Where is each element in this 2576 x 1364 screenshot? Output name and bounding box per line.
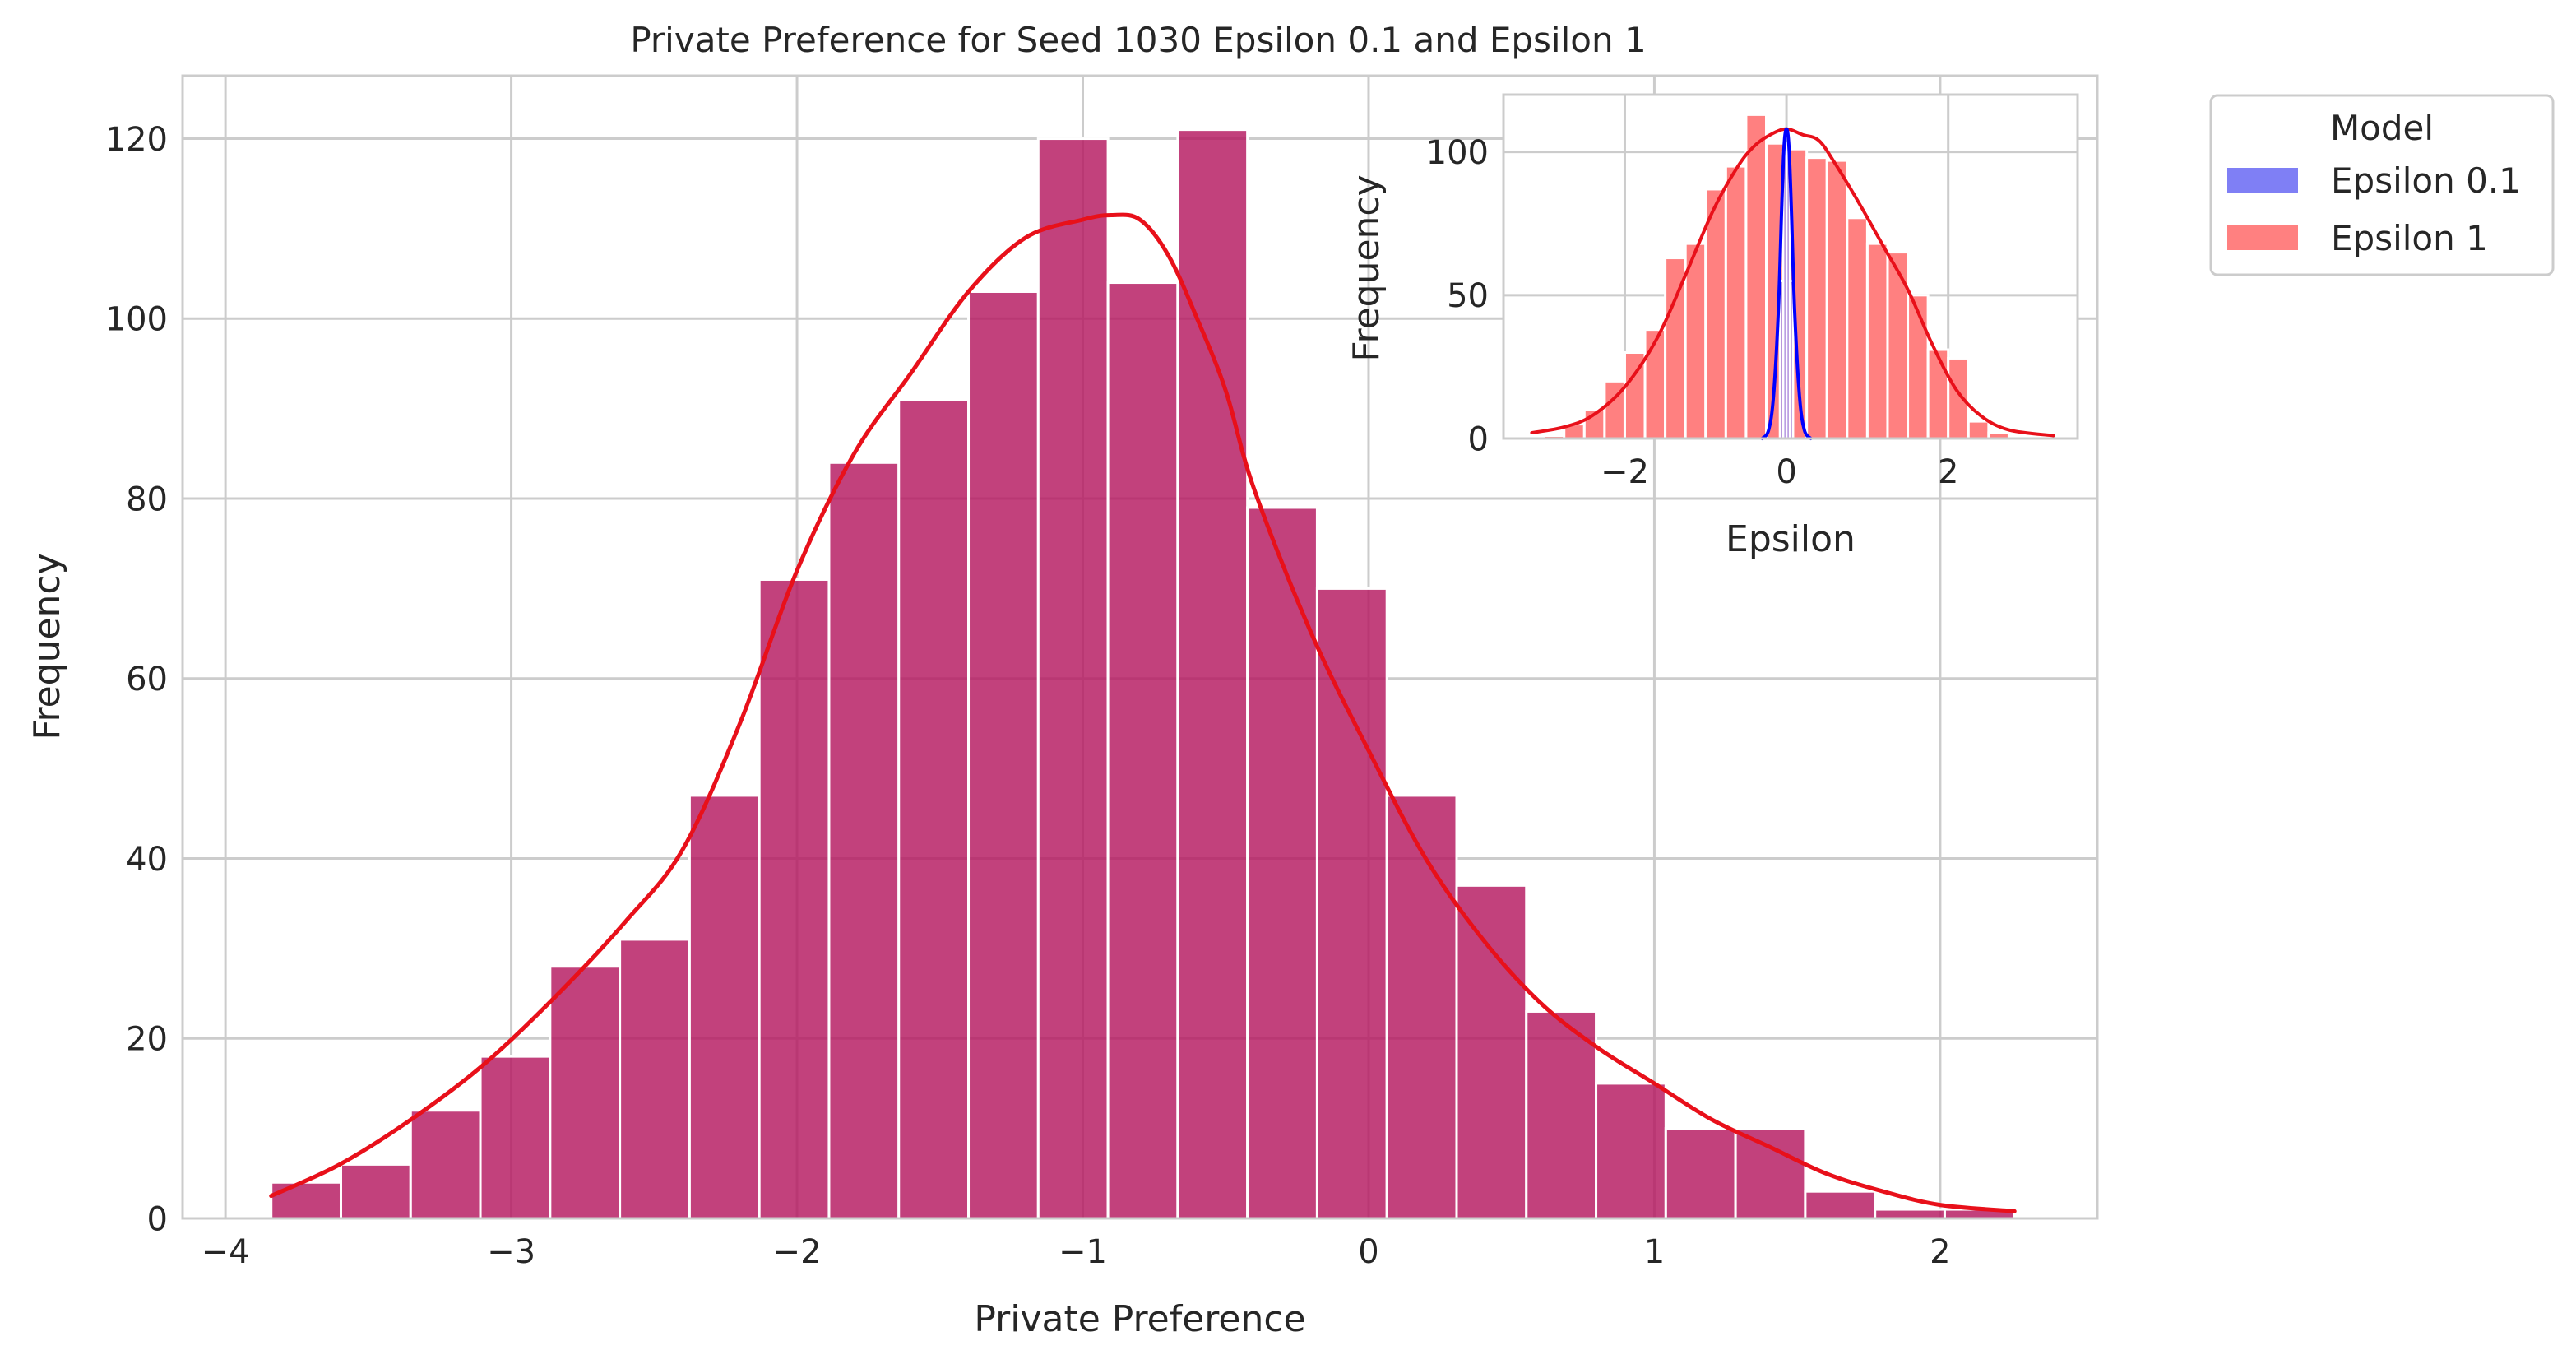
main-y-tick-label: 60 [126, 661, 168, 698]
inset-bar-epsilon-1 [1947, 356, 1970, 440]
kde-line [269, 212, 2017, 1213]
histogram-bar [1315, 587, 1388, 1220]
histogram-bar [1385, 794, 1458, 1220]
histogram-bar [688, 794, 761, 1220]
inset-bar-epsilon-1 [1865, 242, 1889, 440]
inset-bar-epsilon-1 [1724, 165, 1748, 440]
histogram-bar [897, 398, 971, 1220]
legend-title: Model [2330, 108, 2434, 148]
histogram-bar [1246, 506, 1318, 1220]
legend-swatch-epsilon-1 [2227, 225, 2298, 250]
main-y-tick-labels: 0 20 40 60 80 100 120 [105, 121, 168, 1238]
inset-kde-curves [1530, 127, 2055, 440]
inset-x-tick-label: −2 [1601, 453, 1649, 491]
main-x-axis-label: Private Preference [974, 1298, 1305, 1340]
inset-y-tick-labels: 0 50 100 [1426, 134, 1489, 458]
inset-x-tick-labels: −2 0 2 [1601, 453, 1958, 491]
main-x-tick-label: 1 [1644, 1233, 1665, 1271]
inset-bar-epsilon-1 [1926, 348, 1950, 440]
inset-bar-epsilon-1 [1907, 294, 1930, 440]
main-y-tick-label: 20 [126, 1021, 168, 1059]
inset-kde-epsilon-0-1 [1760, 127, 1813, 440]
histogram-bar [1734, 1127, 1807, 1220]
histogram-bar [1664, 1127, 1737, 1220]
legend-label-epsilon-1: Epsilon 1 [2331, 218, 2488, 258]
main-x-tick-label: −2 [773, 1233, 822, 1271]
main-y-tick-label: 80 [126, 480, 168, 518]
histogram-bar [339, 1162, 412, 1220]
inset-x-tick-label: 0 [1776, 453, 1796, 491]
main-x-tick-label: 0 [1358, 1233, 1378, 1271]
histogram-bar [1036, 137, 1110, 1220]
histogram-bar [1595, 1082, 1667, 1220]
main-y-tick-label: 0 [147, 1200, 168, 1238]
histogram-bar [827, 461, 901, 1220]
main-x-tick-label: −4 [202, 1233, 250, 1271]
inset-x-axis-label: Epsilon [1726, 518, 1856, 560]
histogram-bar [1525, 1009, 1598, 1220]
inset-bar-epsilon-1 [1967, 420, 1990, 440]
main-y-tick-label: 120 [105, 121, 168, 159]
histogram-bar [409, 1109, 482, 1220]
inset-y-tick-label: 100 [1426, 134, 1489, 172]
histogram-bar [549, 965, 622, 1220]
histogram-bar [479, 1055, 552, 1220]
inset-y-axis-label: Frequency [1346, 174, 1388, 361]
inset-y-tick-label: 50 [1447, 277, 1489, 315]
histogram-bar [967, 290, 1040, 1220]
main-x-tick-label: −1 [1059, 1233, 1107, 1271]
histogram-bar [1455, 884, 1528, 1220]
histogram-bar [758, 578, 831, 1220]
histogram-bar [1804, 1190, 1877, 1220]
legend: Model Epsilon 0.1 Epsilon 1 [2209, 94, 2555, 276]
inset-bar-epsilon-1 [1684, 242, 1707, 440]
inset-bar-epsilon-1 [1704, 188, 1727, 440]
histogram-bar [619, 938, 691, 1220]
inset-bar-epsilon-1 [1825, 159, 1849, 440]
inset-bar-epsilon-1 [1643, 328, 1667, 440]
inset-bar-epsilon-1 [1805, 156, 1828, 440]
main-y-tick-label: 40 [126, 841, 168, 879]
histogram-bar [1874, 1208, 1946, 1220]
inset-y-tick-label: 0 [1468, 420, 1489, 458]
chart-title: Private Preference for Seed 1030 Epsilon… [630, 20, 1646, 60]
main-x-tick-labels: −4 −3 −2 −1 0 1 2 [202, 1233, 1951, 1271]
legend-label-epsilon-0-1: Epsilon 0.1 [2331, 160, 2521, 201]
inset-axes-frame [1502, 93, 2079, 440]
inset-x-tick-label: 2 [1938, 453, 1958, 491]
legend-swatch-epsilon-0-1 [2227, 168, 2298, 193]
inset-bar-epsilon-1 [1744, 113, 1768, 440]
main-x-tick-label: 2 [1930, 1233, 1950, 1271]
main-y-tick-label: 100 [105, 301, 168, 339]
main-x-tick-label: −3 [487, 1233, 535, 1271]
main-y-axis-label: Frequency [26, 553, 68, 740]
histogram-bar [1106, 281, 1179, 1220]
inset-kde-epsilon-1 [1530, 127, 2055, 438]
main-kde-curve [269, 212, 2017, 1213]
inset-bar-epsilon-0-1 [1788, 279, 1795, 440]
main-axes-frame [181, 74, 2099, 1220]
inset-bar-epsilon-1 [1846, 216, 1869, 440]
histogram-bar [270, 1181, 342, 1220]
